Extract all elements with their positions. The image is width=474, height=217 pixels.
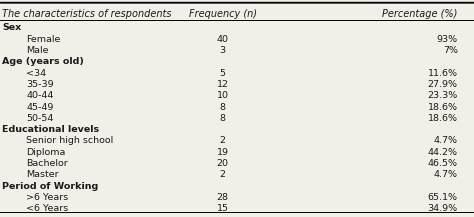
Text: 65.1%: 65.1% xyxy=(428,193,458,202)
Text: Educational levels: Educational levels xyxy=(2,125,100,134)
Text: 34.9%: 34.9% xyxy=(428,204,458,213)
Text: 7%: 7% xyxy=(443,46,458,55)
Text: Frequency (n): Frequency (n) xyxy=(189,9,257,19)
Text: Diploma: Diploma xyxy=(26,148,65,157)
Text: Senior high school: Senior high school xyxy=(26,136,113,146)
Text: 93%: 93% xyxy=(437,35,458,44)
Text: 4.7%: 4.7% xyxy=(434,136,458,146)
Text: 2: 2 xyxy=(220,170,226,179)
Text: 28: 28 xyxy=(217,193,229,202)
Text: 18.6%: 18.6% xyxy=(428,114,458,123)
Text: 27.9%: 27.9% xyxy=(428,80,458,89)
Text: Male: Male xyxy=(26,46,48,55)
Text: 2: 2 xyxy=(220,136,226,146)
Text: 18.6%: 18.6% xyxy=(428,103,458,112)
Text: 40: 40 xyxy=(217,35,229,44)
Text: 12: 12 xyxy=(217,80,229,89)
Text: 19: 19 xyxy=(217,148,229,157)
Text: Sex: Sex xyxy=(2,23,22,33)
Text: 3: 3 xyxy=(220,46,226,55)
Text: 46.5%: 46.5% xyxy=(428,159,458,168)
Text: Period of Working: Period of Working xyxy=(2,182,99,191)
Text: 5: 5 xyxy=(220,69,226,78)
Text: Age (years old): Age (years old) xyxy=(2,58,84,66)
Text: 20: 20 xyxy=(217,159,229,168)
Text: 8: 8 xyxy=(220,114,226,123)
Text: Percentage (%): Percentage (%) xyxy=(383,9,458,19)
Text: 44.2%: 44.2% xyxy=(428,148,458,157)
Text: 23.3%: 23.3% xyxy=(428,91,458,100)
Text: Master: Master xyxy=(26,170,59,179)
Text: <34: <34 xyxy=(26,69,46,78)
Text: 35-39: 35-39 xyxy=(26,80,54,89)
Text: 40-44: 40-44 xyxy=(26,91,54,100)
Text: 50-54: 50-54 xyxy=(26,114,54,123)
Text: 4.7%: 4.7% xyxy=(434,170,458,179)
Text: 15: 15 xyxy=(217,204,229,213)
Text: 45-49: 45-49 xyxy=(26,103,54,112)
Text: Female: Female xyxy=(26,35,61,44)
Text: Bachelor: Bachelor xyxy=(26,159,68,168)
Text: The characteristics of respondents: The characteristics of respondents xyxy=(2,9,172,19)
Text: >6 Years: >6 Years xyxy=(26,193,68,202)
Text: 11.6%: 11.6% xyxy=(428,69,458,78)
Text: 8: 8 xyxy=(220,103,226,112)
Text: 10: 10 xyxy=(217,91,229,100)
Text: <6 Years: <6 Years xyxy=(26,204,68,213)
